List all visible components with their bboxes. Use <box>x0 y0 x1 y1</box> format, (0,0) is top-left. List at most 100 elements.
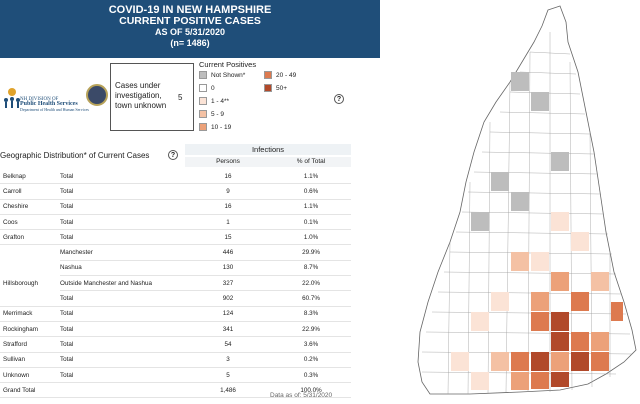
persons-cell: 327 <box>185 275 271 292</box>
persons-cell: 5 <box>185 367 271 384</box>
county-cell <box>0 260 60 275</box>
legend-label: 5 - 9 <box>211 110 225 118</box>
pct-cell: 0.2% <box>271 352 351 368</box>
legend-label: 20 - 49 <box>276 71 297 79</box>
county-cell: Hillsborough <box>3 279 39 287</box>
table-row: Cheshire Total 16 1.1% <box>0 199 351 215</box>
legend-item: 10 - 19 <box>199 123 231 131</box>
legend-swatch <box>199 123 207 131</box>
area-cell: Total <box>60 199 185 215</box>
table-row: Grafton Total 15 1.0% <box>0 229 351 246</box>
table-row: Carroll Total 9 0.6% <box>0 183 351 200</box>
county-cell: Merrimack <box>0 306 60 322</box>
header-count: (n= 1486) <box>170 38 210 48</box>
persons-cell: 341 <box>185 321 271 338</box>
area-cell: Total <box>60 336 185 353</box>
legend-label: 50+ <box>276 84 288 92</box>
pct-cell: 29.9% <box>271 244 351 261</box>
legend-label: 0 <box>211 84 215 92</box>
county-cell: Unknown <box>0 367 60 384</box>
persons-cell: 54 <box>185 336 271 353</box>
county-cell: Coos <box>0 214 60 231</box>
county-cell <box>0 290 60 307</box>
pct-cell: 60.7% <box>271 290 351 307</box>
county-cell: Carroll <box>0 183 60 200</box>
persons-cell: 9 <box>185 183 271 200</box>
public-health-logo-text: NH DIVISION OF Public Health Services De… <box>20 97 89 112</box>
logo-line1: NH DIVISION OF <box>20 97 59 102</box>
pct-cell: 22.0% <box>271 275 351 292</box>
county-cell: Belknap <box>0 169 60 185</box>
area-cell: Outside Manchester and Nashua <box>60 275 185 292</box>
unknown-town-label: Cases under investigation, town unknown <box>115 81 167 110</box>
county-cell: Rockingham <box>0 321 60 338</box>
logo-line3: Department of Health and Human Services <box>20 107 89 112</box>
legend-label: 10 - 19 <box>211 123 232 131</box>
legend-label: 1 - 4** <box>211 97 230 105</box>
pct-cell: 100.0% <box>271 382 351 399</box>
persons-cell: 16 <box>185 199 271 215</box>
area-cell: Total <box>60 169 185 185</box>
pct-cell: 0.1% <box>271 214 351 231</box>
town-fills <box>451 72 623 390</box>
legend-info-icon[interactable]: ? <box>334 94 344 104</box>
table-row: Strafford Total 54 3.6% <box>0 336 351 353</box>
legend-swatch <box>264 71 272 79</box>
table-row: Nashua 130 8.7% <box>0 260 351 277</box>
county-cell: Grafton <box>0 229 60 246</box>
legend-item: 5 - 9 <box>199 110 224 118</box>
pct-cell: 0.3% <box>271 367 351 384</box>
legend-swatch <box>199 71 207 79</box>
persons-cell: 15 <box>185 229 271 246</box>
pct-cell: 8.3% <box>271 306 351 322</box>
area-cell: Total <box>60 352 185 368</box>
pct-cell: 3.6% <box>271 336 351 353</box>
persons-cell: 16 <box>185 169 271 185</box>
area-cell: Total <box>60 183 185 200</box>
table-row-grand-total: Grand Total 1,486 100.0% <box>0 382 351 399</box>
area-cell: Total <box>60 321 185 338</box>
legend-item: Not Shown* <box>199 71 245 79</box>
area-cell: Total <box>60 306 185 322</box>
table-row: Belknap Total 16 1.1% <box>0 169 351 185</box>
county-cell: Cheshire <box>0 199 60 215</box>
dashboard-header: COVID-19 IN NEW HAMPSHIRE CURRENT POSITI… <box>0 0 380 58</box>
pct-cell: 1.1% <box>271 199 351 215</box>
pct-cell: 0.6% <box>271 183 351 200</box>
nh-town-map[interactable] <box>410 2 638 400</box>
pct-col-header: % of Total <box>271 157 351 167</box>
area-cell: Total <box>60 229 185 246</box>
area-cell: Manchester <box>60 244 185 261</box>
area-cell: Total <box>60 214 185 231</box>
area-cell: Total <box>60 367 185 384</box>
legend-swatch <box>199 84 207 92</box>
pct-cell: 1.0% <box>271 229 351 246</box>
table-row: Unknown Total 5 0.3% <box>0 367 351 384</box>
table-row: Manchester 446 29.9% <box>0 244 351 261</box>
area-cell: Total <box>60 290 185 307</box>
persons-cell: 1 <box>185 214 271 231</box>
legend-title: Current Positives <box>199 60 257 69</box>
table-row: Merrimack Total 124 8.3% <box>0 306 351 322</box>
unknown-town-card: Cases under investigation, town unknown … <box>110 63 194 131</box>
table-row: Total 902 60.7% <box>0 290 351 307</box>
persons-cell: 446 <box>185 244 271 261</box>
header-subtitle: CURRENT POSITIVE CASES <box>119 15 261 27</box>
legend-swatch <box>264 84 272 92</box>
state-seal-icon <box>86 84 108 106</box>
area-cell: Nashua <box>60 260 185 277</box>
legend-item: 1 - 4** <box>199 97 229 105</box>
table-row: Sullivan Total 3 0.2% <box>0 352 351 368</box>
persons-cell: 1,486 <box>185 382 271 399</box>
legend-item: 50+ <box>264 84 287 92</box>
infections-header: Infections <box>185 144 351 155</box>
persons-cell: 130 <box>185 260 271 277</box>
table-row: Hillsborough Outside Manchester and Nashu… <box>0 275 351 292</box>
legend-item: 20 - 49 <box>264 71 296 79</box>
legend-item: 0 <box>199 84 215 92</box>
legend-label: Not Shown* <box>211 71 246 79</box>
table-title: Geographic Distribution* of Current Case… <box>0 151 150 160</box>
header-title: COVID-19 IN NEW HAMPSHIRE <box>108 4 272 16</box>
persons-col-header: Persons <box>185 157 271 167</box>
table-info-icon[interactable]: ? <box>168 150 178 160</box>
